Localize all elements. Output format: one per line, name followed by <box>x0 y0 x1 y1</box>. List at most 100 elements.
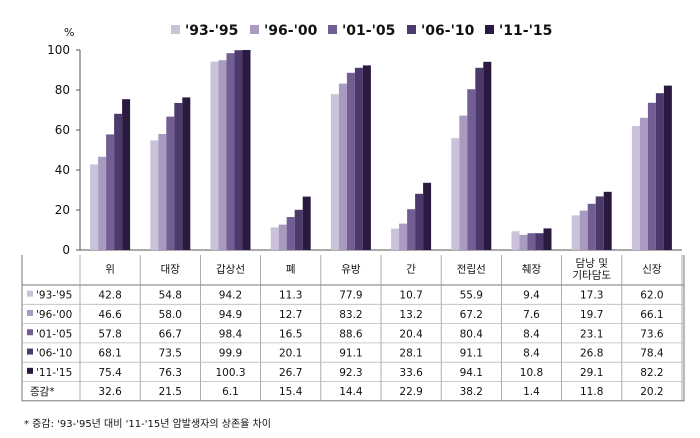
bar <box>210 61 219 250</box>
table-cell: 32.6 <box>98 386 122 398</box>
bar <box>294 209 303 250</box>
category-label: 간 <box>406 264 416 276</box>
y-tick-label: 100 <box>47 43 70 57</box>
table-cell: 91.1 <box>460 348 483 360</box>
category-label: 신장 <box>642 264 662 276</box>
table-cell: 11.8 <box>580 386 603 398</box>
table-cell: 46.6 <box>98 309 122 321</box>
table-cell: 99.9 <box>219 348 242 360</box>
table-row: '06-'10 68.1 73.5 99.9 20.1 91.1 28.1 91.1 8.4 26… <box>27 348 664 360</box>
table-cell: 42.8 <box>98 290 121 302</box>
table-row: '96-'00 46.6 58.0 94.9 12.7 83.2 13.2 67.2 7.6 19… <box>27 309 664 321</box>
table-cell: 94.9 <box>219 309 242 321</box>
table-cell: 29.1 <box>580 367 603 379</box>
table-cell: 66.1 <box>640 309 663 321</box>
bar <box>511 231 520 250</box>
table-cell: 26.8 <box>580 348 603 360</box>
category-label: 대장 <box>161 264 181 276</box>
bar <box>150 140 159 250</box>
bar <box>663 85 672 250</box>
legend: '93-'95 '96-'00 '01-'05 '06-'10 '11-'15 <box>171 23 552 39</box>
table-cell: 76.3 <box>159 367 182 379</box>
bar <box>122 99 131 250</box>
legend-item: '96-'00 <box>250 23 318 39</box>
table-cell: 82.2 <box>640 367 663 379</box>
bar <box>467 89 476 250</box>
bar <box>543 228 552 250</box>
table-cell: 28.1 <box>399 348 422 360</box>
legend-item: '06-'10 <box>407 23 475 39</box>
row-label: '96-'00 <box>36 309 72 321</box>
bar <box>302 196 311 250</box>
bar <box>475 67 484 250</box>
bar <box>106 134 115 250</box>
category-label: 폐 <box>286 264 296 276</box>
bar <box>270 227 279 250</box>
bar <box>98 156 107 250</box>
table-cell: 23.1 <box>580 328 603 340</box>
bar <box>90 164 99 250</box>
table-cell: 55.9 <box>460 290 483 302</box>
table-cell: 100.3 <box>215 367 245 379</box>
y-tick-label: 0 <box>62 243 70 257</box>
table-row: '11-'15 75.4 76.3 100.3 26.7 92.3 33.6 94.1 10.8… <box>27 367 664 379</box>
table-cell: 62.0 <box>640 290 663 302</box>
bar <box>655 93 664 250</box>
table-cell: 80.4 <box>460 328 484 340</box>
table-cell: 77.9 <box>339 290 362 302</box>
legend-label: '06-'10 <box>421 23 475 39</box>
bar <box>158 134 167 250</box>
y-tick-label: 40 <box>55 163 70 177</box>
table-cell: 54.8 <box>159 290 182 302</box>
bar <box>527 233 536 250</box>
row-label: '06-'10 <box>36 348 72 360</box>
table-cell: 8.4 <box>523 328 540 340</box>
bar <box>330 94 339 250</box>
table-cell: 10.7 <box>399 290 422 302</box>
bar <box>535 233 544 250</box>
y-tick-label: 20 <box>55 203 70 217</box>
table-cell: 14.4 <box>339 386 363 398</box>
table-cell: 16.5 <box>279 328 302 340</box>
table-cell: 17.3 <box>580 290 603 302</box>
table-cell: 20.1 <box>279 348 302 360</box>
table-cell: 68.1 <box>98 348 121 360</box>
category-label: 유방 <box>341 264 361 276</box>
bar <box>174 103 183 250</box>
table-cell: 21.5 <box>159 386 182 398</box>
category-label: 담낭 및 <box>576 258 608 270</box>
table-cell: 33.6 <box>399 367 423 379</box>
category-label: 췌장 <box>522 264 542 276</box>
table-cell: 6.1 <box>222 386 239 398</box>
y-tick-label: 80 <box>55 83 70 97</box>
bars <box>90 50 672 251</box>
table-cell: 75.4 <box>98 367 122 379</box>
table-cell: 13.2 <box>399 309 422 321</box>
table-cell: 11.3 <box>279 290 302 302</box>
bar <box>631 126 640 250</box>
bar <box>459 115 468 250</box>
table-cell: 9.4 <box>523 290 540 302</box>
table-cell: 92.3 <box>339 367 362 379</box>
bar <box>226 53 235 251</box>
legend-swatch <box>485 25 494 34</box>
bar <box>451 138 460 250</box>
bar <box>234 50 243 251</box>
table-cell: 20.4 <box>399 328 423 340</box>
table-row: '93-'95 42.8 54.8 94.2 11.3 77.9 10.7 55.9 9.4 17… <box>27 290 664 302</box>
legend-label: '11-'15 <box>499 23 552 39</box>
category-label: 전립선 <box>457 263 486 276</box>
table-cell: 57.8 <box>98 328 121 340</box>
bar <box>114 113 123 250</box>
legend-item: '01-'05 <box>328 23 395 39</box>
table-cell: 88.6 <box>339 328 363 340</box>
table-cell: 94.1 <box>460 367 483 379</box>
row-swatch <box>27 348 33 355</box>
row-label: '11-'15 <box>36 367 72 379</box>
table-cell: 58.0 <box>159 309 182 321</box>
row-label: '01-'05 <box>36 328 72 340</box>
bar <box>242 50 251 250</box>
bar <box>603 191 612 250</box>
